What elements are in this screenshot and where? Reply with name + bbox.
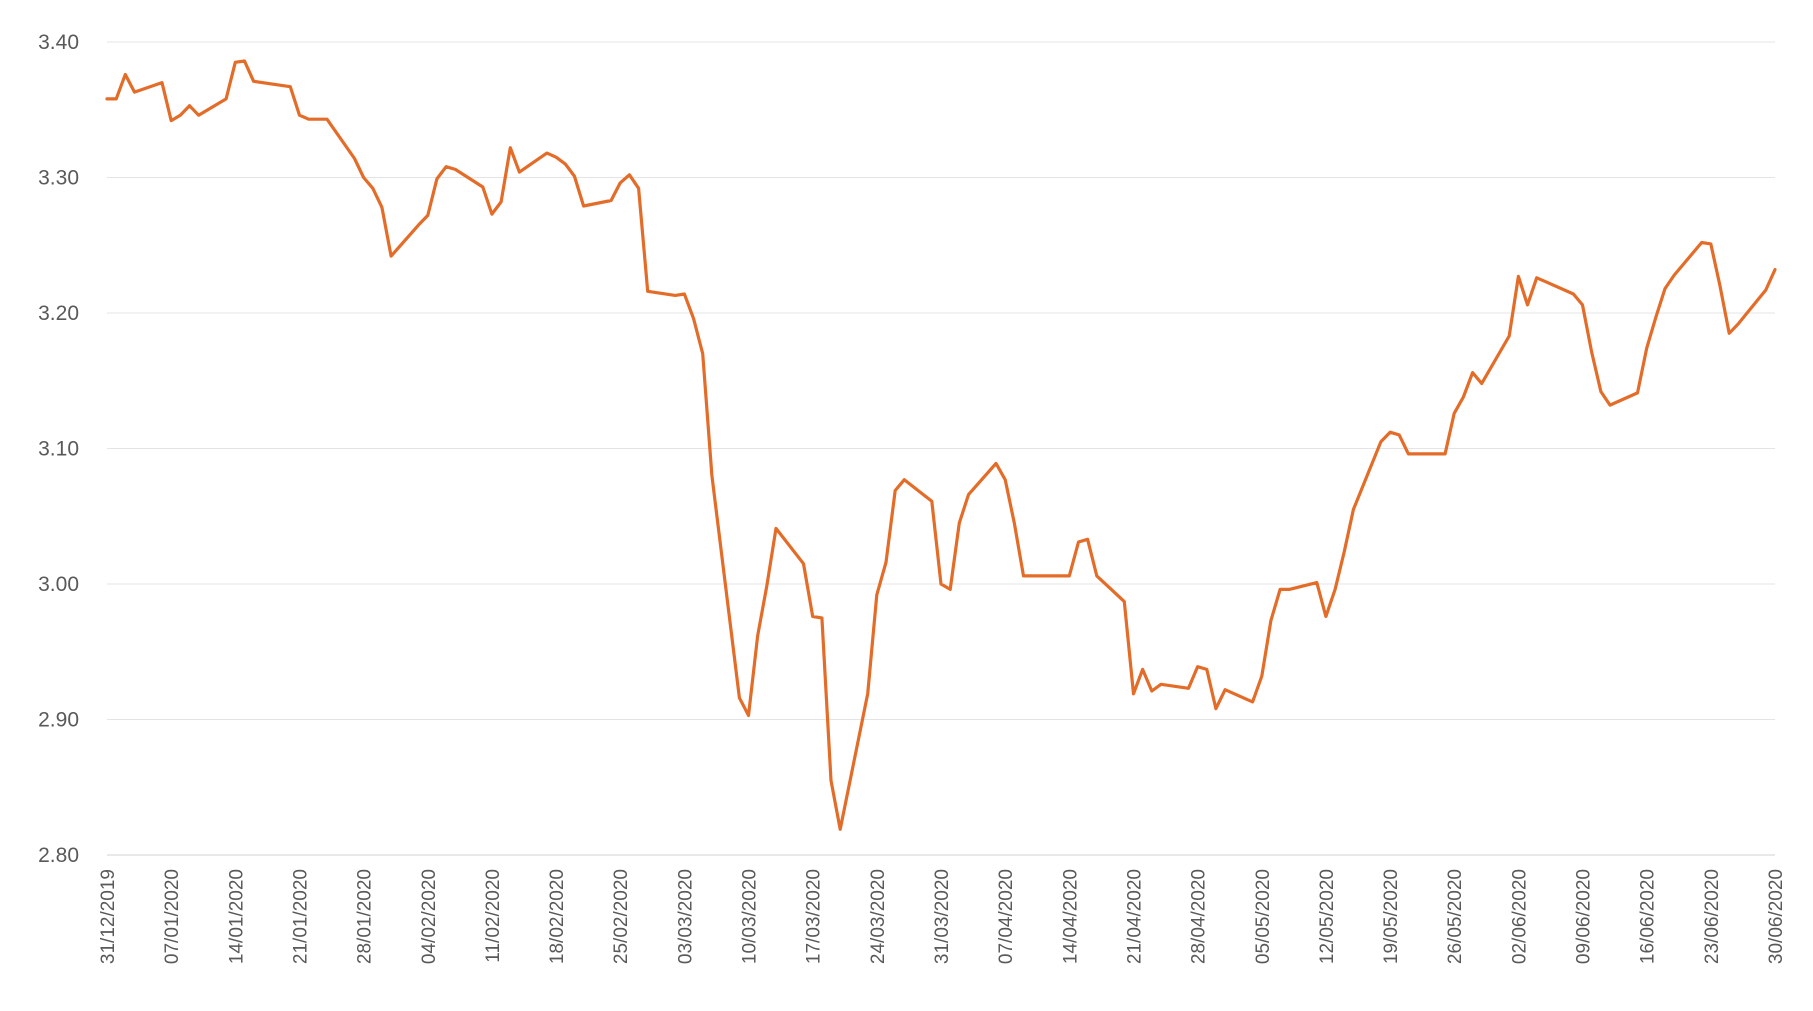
x-tick-label: 17/03/2020: [804, 869, 825, 964]
x-tick-label: 05/05/2020: [1253, 869, 1274, 964]
y-tick-label: 3.20: [38, 302, 79, 325]
x-tick-label: 04/02/2020: [419, 869, 440, 964]
x-tick-label: 12/05/2020: [1317, 869, 1338, 964]
y-tick-label: 3.40: [38, 31, 79, 54]
x-tick-label: 16/06/2020: [1638, 869, 1659, 964]
y-tick-label: 2.90: [38, 709, 79, 732]
x-tick-label: 02/06/2020: [1509, 869, 1530, 964]
x-tick-label: 14/01/2020: [226, 869, 247, 964]
x-tick-label: 07/04/2020: [996, 869, 1017, 964]
x-tick-label: 31/12/2019: [98, 869, 119, 964]
y-tick-label: 3.30: [38, 167, 79, 190]
series-layer: [105, 59, 1777, 831]
x-tick-label: 28/04/2020: [1189, 869, 1210, 964]
x-tick-label: 11/02/2020: [483, 869, 504, 963]
x-tick-label: 28/01/2020: [355, 869, 376, 964]
x-tick-label: 21/01/2020: [290, 869, 311, 964]
y-tick-label: 3.10: [38, 438, 79, 461]
x-tick-label: 10/03/2020: [740, 869, 761, 964]
x-tick-label: 18/02/2020: [547, 869, 568, 964]
x-tick-label: 14/04/2020: [1060, 869, 1081, 964]
x-tick-label: 30/06/2020: [1766, 869, 1787, 964]
x-tick-label: 19/05/2020: [1381, 869, 1402, 964]
x-tick-label: 07/01/2020: [162, 869, 183, 964]
y-axis-tick-labels: 2.80 2.90 3.00 3.10 3.20 3.30 3.40: [38, 31, 79, 867]
x-tick-label: 03/03/2020: [675, 869, 696, 964]
y-tick-label: 3.00: [38, 573, 79, 596]
x-tick-label: 09/06/2020: [1574, 869, 1595, 964]
x-tick-label: 21/04/2020: [1124, 869, 1145, 964]
x-tick-label: 25/02/2020: [611, 869, 632, 964]
series-line: [105, 59, 1777, 831]
x-tick-label: 31/03/2020: [932, 869, 953, 964]
x-tick-label: 23/06/2020: [1702, 869, 1723, 964]
x-tick-label: 24/03/2020: [868, 869, 889, 964]
x-axis-tick-labels: 31/12/2019 07/01/2020 14/01/2020 21/01/2020…: [98, 869, 1787, 964]
y-tick-label: 2.80: [38, 844, 79, 867]
x-tick-label: 26/05/2020: [1445, 869, 1466, 964]
